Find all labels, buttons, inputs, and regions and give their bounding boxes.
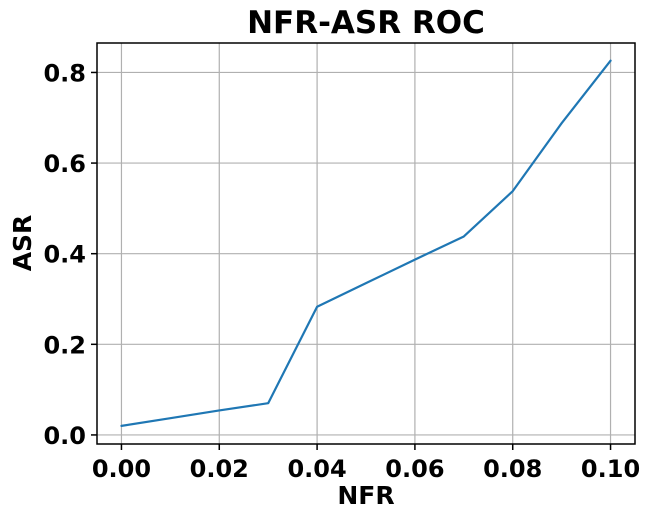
series-layer	[120, 59, 612, 427]
x-tick-label: 0.08	[483, 455, 542, 483]
x-tick-label: 0.04	[287, 455, 346, 483]
y-tick-label: 0.0	[43, 422, 86, 450]
x-tick-label: 0.00	[92, 455, 151, 483]
y-tick-label: 0.6	[43, 150, 86, 178]
x-axis-label: NFR	[337, 481, 394, 510]
x-tick-label: 0.10	[581, 455, 640, 483]
series-line	[120, 59, 612, 427]
ticks: 0.00 0.02 0.04 0.06 0.08 0.10 0.0 0.2 0.4 0.6 0.8	[43, 59, 640, 483]
y-tick-label: 0.2	[43, 331, 86, 359]
y-tick-label: 0.4	[43, 241, 86, 269]
grid	[97, 43, 635, 444]
y-axis-label: ASR	[8, 215, 37, 272]
y-tick-label: 0.8	[43, 59, 86, 87]
plot-area-frame	[96, 42, 636, 445]
x-tick-label: 0.06	[385, 455, 444, 483]
chart-title: NFR-ASR ROC	[247, 5, 485, 41]
x-tick-label: 0.02	[190, 455, 249, 483]
